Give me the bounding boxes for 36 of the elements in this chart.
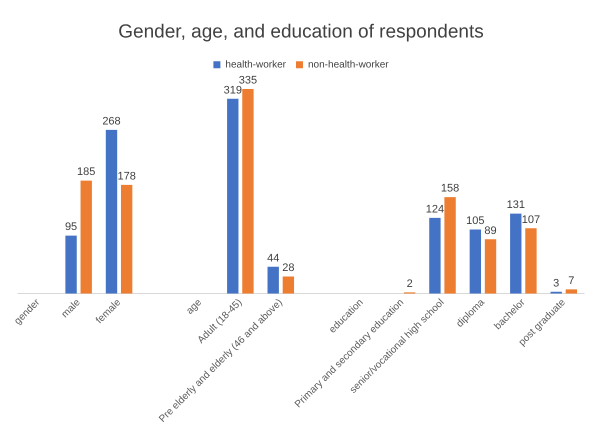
data-label: 185 [77,166,96,178]
data-label: 2 [406,278,413,290]
data-label: 3 [553,277,560,290]
chart-title: Gender, age, and education of respondents [118,22,484,43]
bar [242,88,254,294]
bar [120,184,132,294]
bar [268,266,279,294]
data-label: 178 [117,170,136,182]
data-label: 335 [238,74,258,86]
data-label: 124 [426,203,444,216]
data-label: 131 [506,199,525,212]
legend-label: non-health-worker [308,60,390,71]
bar [429,218,441,294]
bar [525,228,537,294]
legend-label: health-worker [225,60,287,71]
bar [566,289,578,294]
bar [444,197,456,294]
data-label: 158 [440,182,460,195]
bar [470,229,482,294]
data-label: 107 [522,214,540,226]
data-label: 319 [224,84,242,96]
bar [510,214,522,294]
bar [65,236,77,294]
bar [227,98,238,294]
data-label: 28 [282,262,294,274]
data-label: 89 [484,224,497,237]
data-label: 95 [64,221,78,234]
data-label: 105 [466,215,485,228]
bar [282,276,294,294]
data-label: 268 [102,115,121,128]
data-label: 44 [267,252,280,264]
bar [484,239,496,294]
data-label: 7 [568,274,574,287]
x-tick-label: age [184,296,204,317]
bar [80,180,92,294]
bar [106,130,118,294]
